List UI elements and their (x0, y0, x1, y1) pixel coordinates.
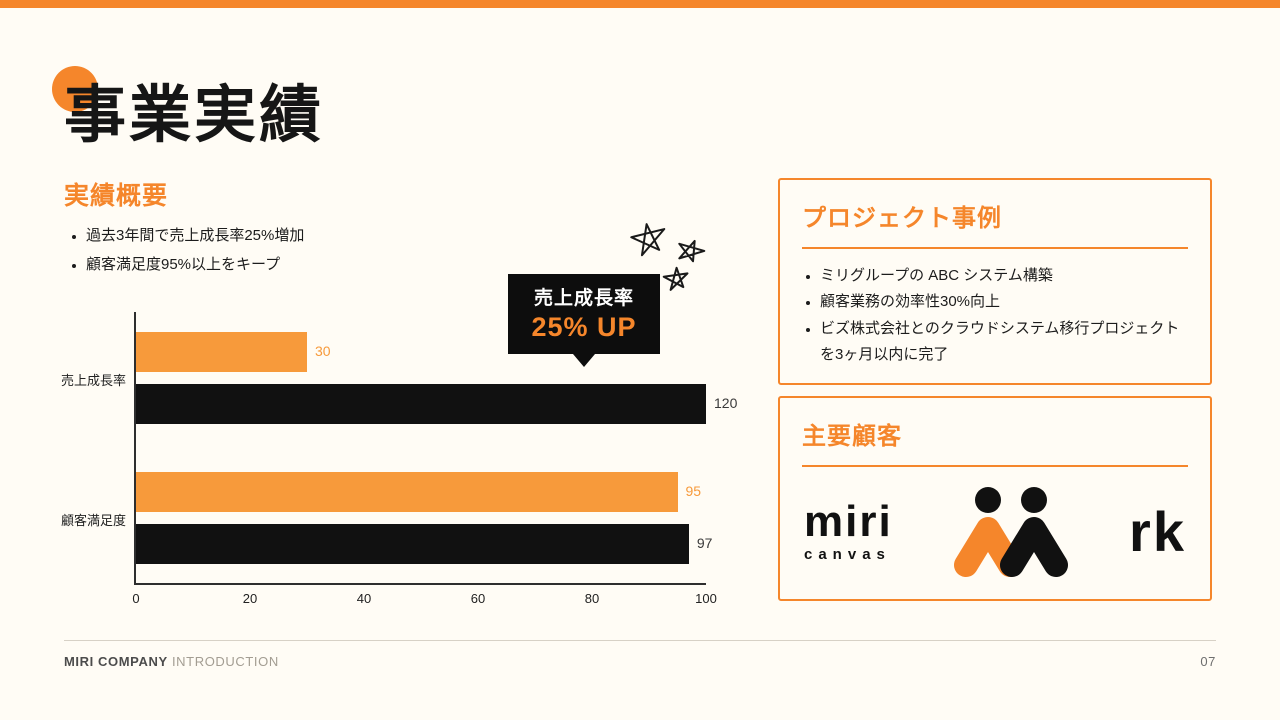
bullet-item: 顧客満足度95%以上をキープ (86, 251, 304, 280)
bullet-item: 顧客業務の効率性30%向上 (820, 289, 1188, 315)
canvas-wordmark-text: canvas (804, 546, 891, 564)
star-doodle-icon (630, 223, 706, 291)
chart-category-labels: 売上成長率顧客満足度 (60, 312, 134, 585)
project-box-heading: プロジェクト事例 (802, 205, 1002, 232)
rk-logo: rk (1129, 500, 1186, 563)
chart-axis-tick: 0 (132, 591, 140, 606)
overview-bullets: 過去3年間で売上成長率25%増加顧客満足度95%以上をキープ (70, 222, 304, 279)
page-title: 事業実績 (64, 81, 325, 150)
footer: MIRI COMPANY INTRODUCTION 07 (64, 654, 1216, 669)
chart-axis-tick: 60 (470, 591, 486, 606)
bar-chart: 売上成長率顧客満足度 0 20 40 60 80 100 30 120 95 97 (60, 312, 737, 612)
clients-box-heading: 主要顧客 (802, 423, 902, 450)
callout-value: 25% UP (531, 312, 637, 342)
footer-page-number: 07 (1200, 654, 1216, 669)
miri-wordmark-text: miri (804, 496, 893, 546)
chart-category-label: 顧客満足度 (60, 513, 126, 528)
title-accent-circle (52, 66, 98, 112)
project-bullets: ミリグループの ABC システム構築顧客業務の効率性30%向上ビズ株式会社とのク… (802, 263, 1188, 368)
footer-label: INTRODUCTION (171, 654, 279, 669)
chart-axis-tick: 40 (356, 591, 372, 606)
client-logos-row: miri canvas rk (802, 483, 1188, 581)
bullet-item: ビズ株式会社とのクラウドシステム移行プロジェクトを3ヶ月以内に完了 (820, 316, 1188, 369)
bullet-item: 過去3年間で売上成長率25%増加 (86, 222, 304, 251)
project-case-box: プロジェクト事例 ミリグループの ABC システム構築顧客業務の効率性30%向上… (778, 178, 1212, 385)
chart-bar-value: 95 (685, 483, 702, 499)
footer-divider (64, 640, 1216, 641)
top-accent-bar (0, 0, 1280, 8)
callout-badge: 売上成長率 25% UP (508, 274, 660, 354)
chart-bar (136, 384, 706, 424)
footer-left: MIRI COMPANY INTRODUCTION (64, 654, 279, 669)
callout-label: 売上成長率 (533, 288, 634, 309)
miri-canvas-mark-icon (953, 487, 1068, 577)
chart-bar (136, 524, 689, 564)
bullet-item: ミリグループの ABC システム構築 (820, 263, 1188, 289)
key-clients-box: 主要顧客 miri canvas rk (778, 396, 1212, 601)
chart-bar-value: 97 (696, 535, 713, 551)
chart-bar-value: 120 (714, 395, 738, 411)
section-heading: 実績概要 (64, 182, 169, 210)
chart-axis-tick: 80 (584, 591, 600, 606)
chart-axis-tick: 100 (695, 591, 717, 606)
chart-bar-value: 30 (315, 343, 331, 359)
chart-category-label: 売上成長率 (60, 373, 126, 388)
chart-plot: 0 20 40 60 80 100 30 120 95 97 (132, 312, 737, 606)
chart-axis-tick: 20 (242, 591, 258, 606)
project-box-divider (802, 247, 1188, 249)
miri-canvas-wordmark: miri canvas (804, 496, 893, 564)
footer-company: MIRI COMPANY (64, 654, 168, 669)
clients-box-divider (802, 465, 1188, 467)
chart-bar (136, 332, 307, 372)
chart-bar (136, 472, 678, 512)
